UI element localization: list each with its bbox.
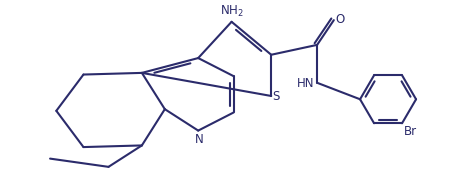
Text: N: N: [195, 132, 204, 146]
Text: Br: Br: [404, 125, 417, 138]
Text: HN: HN: [297, 77, 314, 90]
Text: O: O: [336, 13, 345, 26]
Text: S: S: [272, 91, 280, 103]
Text: NH$_2$: NH$_2$: [220, 4, 243, 19]
